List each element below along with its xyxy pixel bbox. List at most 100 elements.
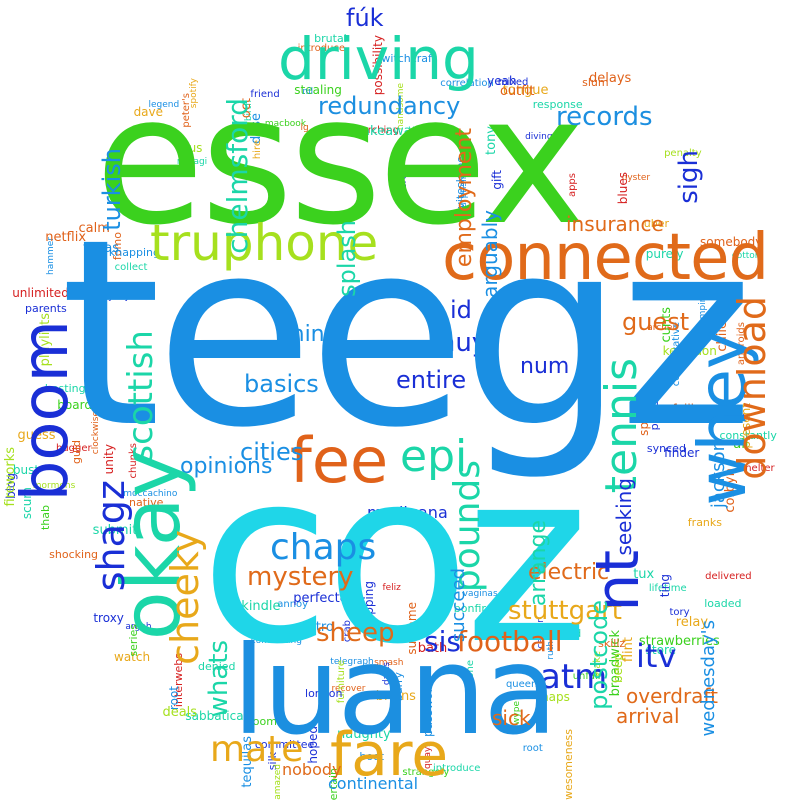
word-luana: luana [232, 620, 558, 762]
small-word: cotton [731, 251, 761, 262]
small-word: deals [162, 705, 198, 721]
word-overdraft: overdraft [626, 684, 718, 708]
small-word: perfecto [293, 590, 348, 606]
small-word: mormons [32, 481, 76, 492]
small-word: root [166, 686, 181, 711]
word-boom: boom [9, 320, 83, 502]
small-word: archer [647, 323, 677, 334]
small-word: recover [331, 683, 366, 694]
small-word: franks [687, 516, 723, 530]
small-word: hosting [44, 382, 86, 396]
small-word: ipad [557, 626, 582, 640]
word-seeking: seeking [612, 478, 636, 556]
small-word: kindle [241, 599, 281, 615]
small-word: delivered [705, 570, 752, 582]
word-scottish: scottish [121, 330, 161, 463]
small-word: tapas [83, 240, 120, 256]
small-word: brutal [314, 32, 347, 45]
small-word: boot [359, 750, 385, 764]
small-word: friend [250, 88, 280, 100]
small-word: dave [133, 105, 164, 120]
small-word: tux [633, 567, 655, 583]
word-football: football [457, 625, 563, 658]
small-word: intro [303, 619, 334, 635]
small-word: outfit [499, 84, 535, 100]
small-word: oh [696, 407, 710, 419]
small-word: introduce [297, 43, 346, 55]
small-word: relay [675, 614, 709, 630]
small-word: oyster [621, 172, 651, 183]
word-records: records [556, 102, 653, 132]
small-word: bonfire [453, 602, 493, 616]
word-employment: employment [452, 128, 477, 268]
word-electric: electric [528, 560, 610, 585]
small-word: bugger [55, 442, 92, 454]
small-word: finder [664, 446, 700, 461]
word-sigh: sigh [674, 150, 704, 204]
small-word: constantly [719, 428, 777, 442]
small-word: netflix [45, 230, 87, 246]
small-word: correlation [440, 78, 494, 90]
small-word: beep [611, 652, 626, 683]
small-word: introduce [433, 763, 481, 775]
word-whats: whats [204, 640, 234, 718]
word-mate: mate [210, 729, 304, 770]
small-word: bath [417, 641, 448, 657]
word-opinions: opinions [180, 454, 273, 479]
small-word: feliz [382, 583, 401, 594]
word-sheep: sheep [316, 618, 395, 648]
small-word: yeah [487, 74, 517, 89]
small-word: guess [17, 428, 56, 444]
small-word: tory [669, 606, 690, 618]
small-word: queen [505, 678, 538, 690]
small-word: sabbatical [185, 709, 247, 724]
small-word: ting [657, 573, 672, 597]
word-postcode: postcode [585, 600, 613, 710]
word-stuttgart: stuttgart [508, 596, 622, 626]
word-num: num [520, 354, 570, 379]
small-word: purely [645, 247, 684, 262]
small-word: shocking [49, 548, 99, 562]
small-word: unfair [572, 671, 602, 683]
small-word: towels [354, 622, 384, 633]
small-word: annoy [277, 598, 309, 610]
small-word: diving [525, 132, 553, 143]
small-word: stealing [294, 83, 342, 98]
small-word: calm [78, 220, 110, 236]
word-coz: coz [200, 420, 589, 697]
word-driving: driving [278, 25, 479, 93]
small-word: troxy [93, 610, 124, 625]
small-word: response [532, 98, 583, 112]
small-word: moccachino [123, 488, 178, 499]
small-word: naps [541, 689, 570, 704]
small-word: takeaway [356, 123, 420, 139]
small-word: searching [350, 124, 399, 136]
word-entire: entire [396, 366, 467, 394]
word-continental: continental [328, 774, 419, 793]
word-turkish: turkish [98, 148, 126, 231]
word-redundancy: redundancy [318, 92, 461, 120]
small-word: legend [148, 100, 180, 111]
small-word: failing [672, 402, 710, 417]
word-sick: sick [492, 706, 531, 730]
small-word: yaay [108, 292, 130, 303]
word-basics: basics [244, 370, 319, 398]
small-word: brains [375, 689, 416, 705]
word-teegz: teegz [60, 184, 754, 484]
word-thin: thin [282, 322, 325, 347]
word-tennis: tennis [596, 358, 647, 494]
word-essex: essex [95, 57, 586, 264]
small-word: parents [24, 302, 67, 316]
word-sis: sis [424, 625, 461, 658]
word-fare: fare [330, 720, 449, 790]
small-word: tongue [502, 82, 549, 98]
small-word: kelvedon [662, 344, 717, 359]
small-word: unlimited [12, 285, 69, 300]
word-chaps: chaps [270, 527, 377, 568]
small-word: store [645, 643, 677, 658]
word-download: download [730, 296, 774, 480]
small-word: root [522, 742, 543, 754]
small-word: collect [114, 262, 148, 274]
small-word: whilst [714, 410, 747, 424]
